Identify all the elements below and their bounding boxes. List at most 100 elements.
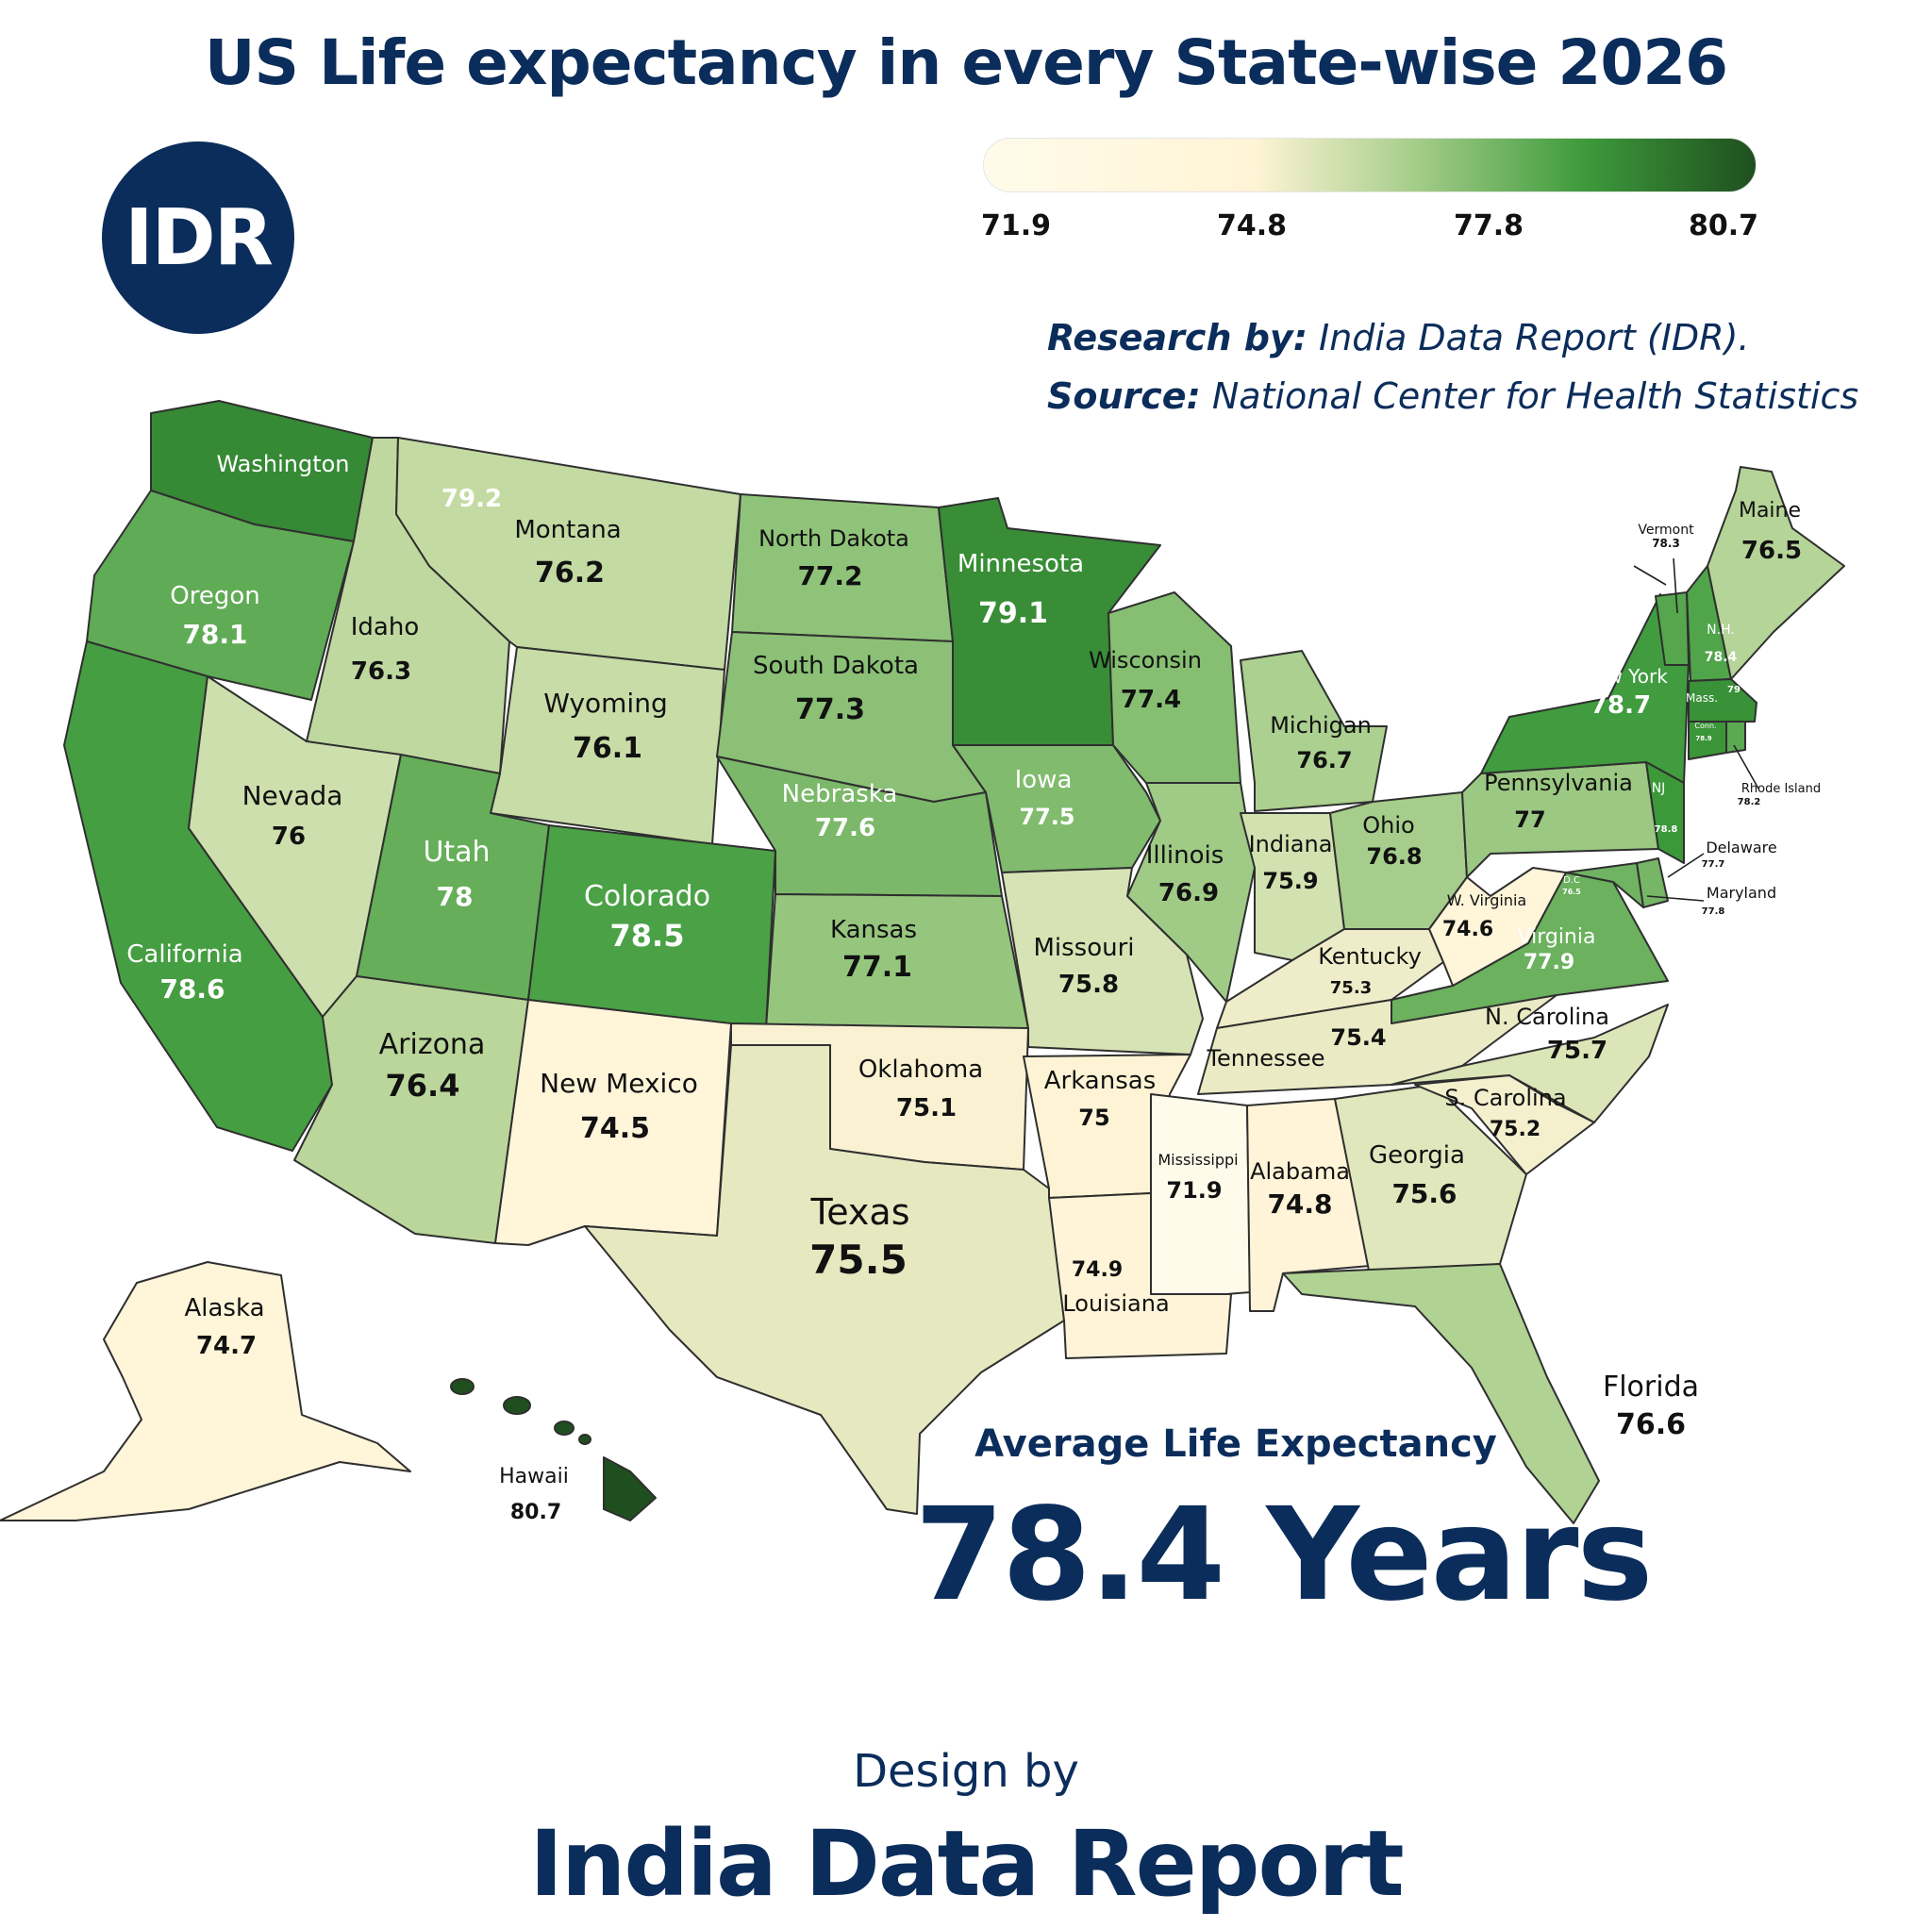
state-name-maryland: Maryland <box>1707 884 1776 902</box>
state-name-iowa: Iowa <box>1015 766 1073 794</box>
state-value-wyoming: 76.1 <box>573 732 642 765</box>
state-value-w-virginia: 74.6 <box>1442 918 1493 941</box>
page-title: US Life expectancy in every State-wise 2… <box>204 26 1728 99</box>
state-name-oregon: Oregon <box>170 582 259 610</box>
state-name-new-york: New York <box>1581 665 1668 688</box>
label-pointer-line <box>1673 557 1678 614</box>
state-missouri <box>1001 867 1204 1055</box>
state-value-montana: 76.2 <box>535 557 605 590</box>
state-value-rhode-island: 78.2 <box>1738 797 1761 807</box>
state-value-arkansas: 75 <box>1078 1105 1109 1131</box>
logo-text: IDR <box>125 192 274 283</box>
hawaii-island <box>554 1421 575 1436</box>
state-name-idaho: Idaho <box>351 613 420 641</box>
state-name-conn: Conn. <box>1694 722 1716 730</box>
label-pointer-line <box>1646 895 1705 902</box>
state-mass <box>1688 678 1757 723</box>
state-name-missouri: Missouri <box>1033 934 1134 962</box>
state-name-south-dakota: South Dakota <box>753 652 919 680</box>
state-name-mississippi: Mississippi <box>1158 1151 1238 1169</box>
legend-tick-2: 74.8 <box>1216 209 1288 242</box>
state-value-alaska: 74.7 <box>196 1332 257 1360</box>
hawaii-island <box>578 1434 591 1445</box>
state-value-kansas: 77.1 <box>842 951 912 984</box>
state-value-nevada: 76 <box>272 823 306 851</box>
state-name-pennsylvania: Pennsylvania <box>1484 770 1633 796</box>
legend-tick-max: 80.7 <box>1688 209 1759 242</box>
state-name-texas: Texas <box>809 1191 909 1233</box>
state-value-minnesota: 79.1 <box>978 597 1048 630</box>
state-value-mass: 79 <box>1727 685 1740 695</box>
state-name-alabama: Alabama <box>1250 1158 1350 1185</box>
state-alaska <box>0 1261 411 1521</box>
hawaii-island <box>503 1396 531 1415</box>
state-value-oregon: 78.1 <box>182 619 247 650</box>
state-value-kentucky: 75.3 <box>1330 978 1372 998</box>
state-value-mississippi: 71.9 <box>1166 1177 1222 1204</box>
legend-color-scale <box>983 138 1757 192</box>
hawaii-island <box>450 1378 475 1395</box>
state-hawaii <box>603 1456 657 1521</box>
state-value-virginia: 77.9 <box>1524 951 1574 974</box>
state-value-south-dakota: 77.3 <box>795 693 865 726</box>
state-value-alabama: 74.8 <box>1267 1188 1332 1220</box>
state-value-washington: 79.2 <box>441 485 502 513</box>
research-value: India Data Report (IDR). <box>1318 317 1750 358</box>
state-value-indiana: 75.9 <box>1262 868 1318 894</box>
state-maine <box>1707 466 1845 680</box>
state-name-alaska: Alaska <box>184 1294 264 1322</box>
state-name-arizona: Arizona <box>379 1028 486 1061</box>
state-texas <box>584 1044 1065 1515</box>
average-label: Average Life Expectancy <box>974 1422 1497 1466</box>
state-name-s-carolina: S. Carolina <box>1444 1085 1566 1111</box>
state-value-michigan: 76.7 <box>1296 747 1352 773</box>
state-name-kansas: Kansas <box>830 916 917 944</box>
state-wyoming <box>490 646 725 845</box>
state-name-ohio: Ohio <box>1362 812 1414 839</box>
research-credit: Research by: India Data Report (IDR). <box>1047 317 1750 358</box>
state-name-colorado: Colorado <box>584 880 710 913</box>
state-name-mass: Mass. <box>1686 691 1718 705</box>
idr-logo: IDR <box>102 141 294 334</box>
state-name-n-h: N.H. <box>1707 623 1735 638</box>
state-name-virginia: Virginia <box>1518 925 1596 949</box>
state-value-n-carolina: 75.7 <box>1547 1037 1607 1065</box>
state-value-n-h: 78.4 <box>1705 650 1738 665</box>
legend-tick-3: 77.8 <box>1453 209 1524 242</box>
state-michigan <box>1240 650 1388 812</box>
average-value: 78.4 Years <box>914 1481 1654 1630</box>
state-mississippi <box>1150 1093 1251 1295</box>
state-name-rhode-island: Rhode Island <box>1741 782 1821 796</box>
state-name-louisiana: Louisiana <box>1062 1290 1169 1317</box>
state-value-illinois: 76.9 <box>1158 879 1219 907</box>
state-name-hawaii: Hawaii <box>499 1465 569 1488</box>
state-name-d-c: D.C <box>1563 875 1580 886</box>
state-name-delaware: Delaware <box>1706 839 1776 856</box>
state-value-arizona: 76.4 <box>386 1068 460 1104</box>
state-value-missouri: 75.8 <box>1058 971 1119 999</box>
state-value-new-york: 78.7 <box>1591 691 1651 720</box>
state-value-wisconsin: 77.4 <box>1121 686 1181 714</box>
state-value-louisiana: 74.9 <box>1072 1258 1123 1282</box>
state-value-maryland: 77.8 <box>1702 906 1725 917</box>
state-value-s-carolina: 75.2 <box>1490 1118 1541 1141</box>
state-value-florida: 76.6 <box>1616 1408 1686 1441</box>
state-name-washington: Washington <box>216 451 349 477</box>
state-name-california: California <box>126 940 242 969</box>
state-maryland <box>1565 862 1644 908</box>
state-name-illinois: Illinois <box>1146 841 1224 870</box>
design-by-label: Design by <box>853 1745 1079 1798</box>
state-name-north-dakota: North Dakota <box>758 525 909 552</box>
research-label: Research by: <box>1047 317 1307 358</box>
state-name-michigan: Michigan <box>1270 712 1372 739</box>
state-value-california: 78.6 <box>159 973 225 1005</box>
state-name-nevada: Nevada <box>242 780 343 811</box>
state-name-tennessee: Tennessee <box>1206 1045 1324 1072</box>
state-georgia <box>1334 1084 1527 1276</box>
state-value-iowa: 77.5 <box>1019 804 1074 830</box>
state-iowa <box>952 744 1161 873</box>
state-name-wisconsin: Wisconsin <box>1089 647 1202 673</box>
state-florida <box>1282 1263 1600 1524</box>
state-new-york <box>1480 593 1690 784</box>
